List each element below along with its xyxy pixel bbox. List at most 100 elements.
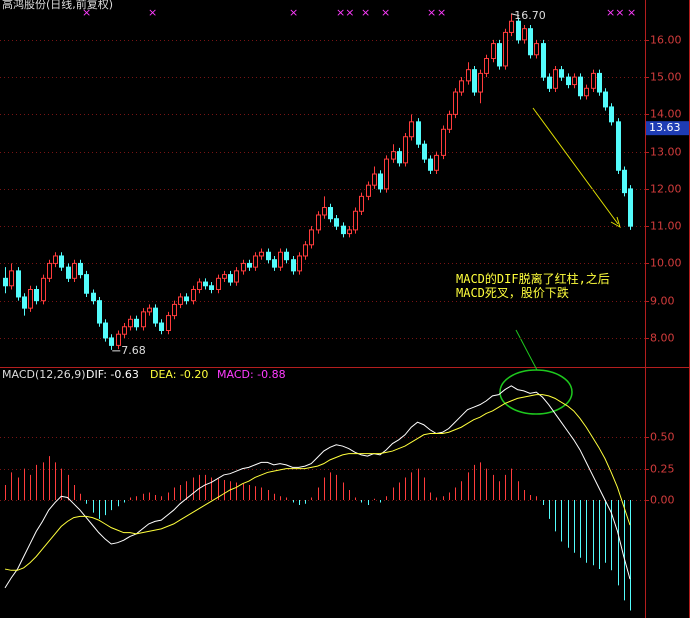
candle-body bbox=[234, 270, 239, 283]
candle-body bbox=[484, 57, 489, 74]
high-label: 16.70 bbox=[514, 9, 546, 22]
candle-body bbox=[103, 322, 108, 339]
candle-body bbox=[497, 43, 502, 67]
candle-body bbox=[178, 296, 183, 305]
candle-body bbox=[172, 303, 177, 317]
candle-body bbox=[16, 270, 21, 298]
candle-body bbox=[253, 255, 258, 268]
y-tick-label: 9.00 bbox=[650, 295, 675, 308]
candle-body bbox=[628, 188, 633, 227]
macd-line bbox=[4, 394, 631, 571]
candle-body bbox=[366, 184, 371, 197]
candle-body bbox=[284, 251, 289, 261]
y-tick-label: 8.00 bbox=[650, 332, 675, 345]
candle-body bbox=[134, 318, 139, 328]
candle-body bbox=[116, 333, 121, 346]
trend-arrow bbox=[532, 107, 621, 229]
candle-body bbox=[328, 207, 333, 220]
y-tick-label: 12.00 bbox=[650, 183, 682, 196]
candle-body bbox=[453, 91, 458, 115]
candle-body bbox=[616, 121, 621, 171]
candle-body bbox=[97, 300, 102, 324]
candle-body bbox=[597, 72, 602, 93]
candle-body bbox=[541, 43, 546, 78]
candle-body bbox=[222, 274, 227, 279]
marker: × bbox=[361, 6, 370, 19]
candle-body bbox=[309, 229, 314, 246]
marker: × bbox=[289, 6, 298, 19]
candle-body bbox=[528, 28, 533, 56]
candle-body bbox=[478, 72, 483, 93]
indicator-title: MACD(12,26,9) bbox=[2, 368, 86, 381]
candle-body bbox=[459, 80, 464, 93]
candle-body bbox=[209, 285, 214, 291]
candle-body bbox=[447, 113, 452, 130]
candle-body bbox=[184, 296, 189, 302]
candle-body bbox=[197, 281, 202, 291]
highlight-ellipse bbox=[499, 369, 573, 415]
low-label: 7.68 bbox=[121, 344, 146, 357]
arrow-head bbox=[610, 216, 621, 229]
candle-body bbox=[147, 307, 152, 313]
macd-line bbox=[4, 385, 631, 589]
y-tick-label: 14.00 bbox=[650, 108, 682, 121]
candle-body bbox=[241, 262, 246, 272]
candle-body bbox=[247, 262, 252, 268]
candle-body bbox=[403, 136, 408, 164]
marker: × bbox=[381, 6, 390, 19]
candle-body bbox=[259, 251, 264, 257]
candle-body bbox=[166, 315, 171, 331]
candle-body bbox=[3, 277, 8, 287]
candle-body bbox=[553, 69, 558, 89]
candle-body bbox=[128, 318, 133, 328]
chart-title: 高鸿股份(日线,前复权) bbox=[2, 0, 113, 11]
candle-body bbox=[278, 251, 283, 268]
candle-body bbox=[428, 158, 433, 171]
candle-body bbox=[578, 76, 583, 97]
candle-body bbox=[28, 289, 33, 309]
candle-body bbox=[203, 281, 208, 287]
candle-body bbox=[291, 259, 296, 272]
candle-body bbox=[297, 255, 302, 272]
marker: × bbox=[148, 6, 157, 19]
y-tick-label: 0.00 bbox=[650, 494, 675, 507]
candle-body bbox=[372, 173, 377, 186]
candle-body bbox=[509, 20, 514, 33]
candle-body bbox=[216, 277, 221, 291]
candle-body bbox=[316, 214, 321, 231]
candle-body bbox=[228, 274, 233, 283]
candle-body bbox=[503, 31, 508, 67]
candle-body bbox=[47, 262, 52, 279]
candle-body bbox=[378, 173, 383, 190]
candle-body bbox=[584, 87, 589, 97]
candle-body bbox=[434, 154, 439, 171]
candle-body bbox=[391, 151, 396, 160]
candle-body bbox=[522, 28, 527, 41]
candle-body bbox=[91, 292, 96, 302]
marker: × bbox=[437, 6, 446, 19]
y-tick-label: 11.00 bbox=[650, 220, 682, 233]
candle-body bbox=[359, 195, 364, 212]
candle-body bbox=[566, 76, 571, 86]
candle-body bbox=[416, 121, 421, 145]
candle-body bbox=[622, 169, 627, 194]
y-tick-label: 13.00 bbox=[650, 146, 682, 159]
candle-body bbox=[397, 151, 402, 164]
y-tick-label: 0.25 bbox=[650, 463, 675, 476]
candle-body bbox=[66, 266, 71, 279]
candle-body bbox=[559, 69, 564, 78]
candle-body bbox=[153, 307, 158, 324]
candle-body bbox=[322, 207, 327, 216]
candle-body bbox=[472, 69, 477, 93]
candle-body bbox=[547, 76, 552, 89]
candle-body bbox=[272, 259, 277, 268]
candle-body bbox=[22, 296, 27, 309]
candle-body bbox=[34, 289, 39, 302]
candle-body bbox=[466, 69, 471, 82]
candle-body bbox=[491, 43, 496, 59]
candle-body bbox=[422, 143, 427, 160]
cross-highlight bbox=[499, 329, 573, 415]
candle-body bbox=[191, 289, 196, 302]
marker: ×× bbox=[336, 6, 354, 19]
marker: × bbox=[427, 6, 436, 19]
